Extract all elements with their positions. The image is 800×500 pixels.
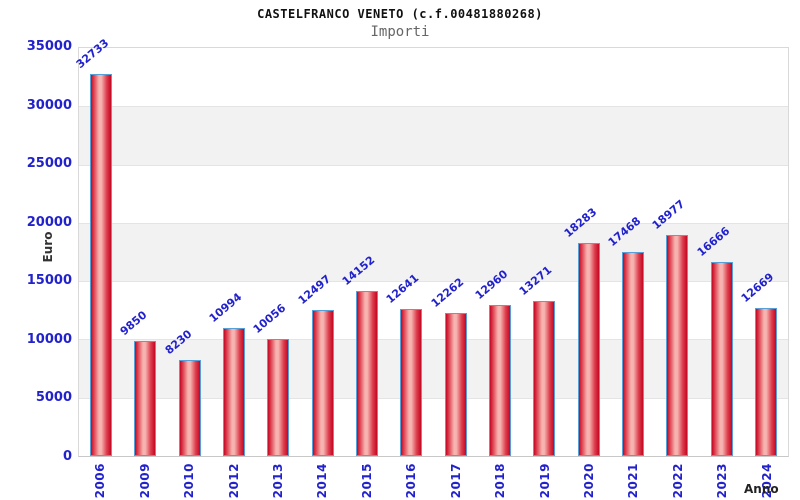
x-tick-label: 2010 [182, 463, 197, 499]
bar-value-label: 12960 [472, 267, 511, 302]
bar-2009: 9850 [118, 309, 157, 456]
x-tick-cell: 2019 [522, 458, 566, 500]
bar-group-2006: 32733 [74, 37, 123, 456]
bar-value-label: 32733 [73, 36, 112, 72]
bar-group-2013: 10056 [251, 48, 300, 456]
bar-value-label: 10056 [251, 301, 289, 336]
bar-value-label: 18283 [561, 205, 599, 240]
bar-value-label: 10994 [206, 290, 245, 325]
x-tick-label: 2023 [715, 463, 730, 499]
x-tick-label: 2020 [582, 463, 597, 499]
bar-value-label: 14152 [339, 253, 378, 289]
bar-group-2023: 16666 [694, 48, 743, 456]
x-tick-cell: 2016 [389, 458, 433, 500]
x-tick-cell: 2013 [256, 458, 300, 500]
bar-2016: 12641 [384, 271, 423, 456]
bar-value-label: 18977 [649, 197, 688, 232]
y-tick-label: 15000 [26, 273, 72, 289]
bar-group-2020: 18283 [561, 48, 610, 456]
x-tick-label: 2012 [226, 463, 241, 499]
chart-subtitle: Importi [370, 24, 430, 40]
bar-2019: 13271 [517, 264, 556, 456]
x-tick-label: 2015 [359, 463, 374, 499]
bar-value-label: 12262 [428, 275, 466, 311]
y-tick-label: 20000 [26, 214, 72, 230]
y-tick-label: 10000 [26, 331, 72, 347]
x-tick-label: 2014 [315, 463, 330, 499]
x-tick-cell: 2018 [478, 458, 522, 500]
bar-group-2021: 17468 [606, 48, 655, 456]
bar-group-2022: 18977 [650, 48, 699, 456]
x-tick-cell: 2015 [345, 458, 389, 500]
x-tick-label: 2019 [537, 463, 552, 499]
bar-group-2015: 14152 [340, 48, 389, 456]
y-tick-label: 0 [62, 449, 72, 464]
bar-2013: 10056 [251, 301, 290, 456]
x-tick-cell: 2020 [567, 458, 611, 500]
bar-group-2012: 10994 [207, 48, 256, 456]
bar-2024: 12669 [738, 271, 777, 456]
bar-2014: 12497 [295, 273, 334, 456]
x-tick-cell: 2021 [611, 458, 655, 500]
x-tick-label: 2017 [448, 463, 463, 499]
bar-group-2017: 12262 [428, 48, 478, 456]
y-tick-label: 25000 [26, 156, 72, 172]
x-tick-label: 2006 [93, 463, 108, 499]
x-tick-cell: 2006 [78, 458, 122, 500]
bar-2006: 32733 [74, 37, 113, 456]
y-tick-label: 5000 [35, 390, 72, 406]
bar-2010: 8230 [162, 327, 201, 456]
x-tick-cell: 2014 [300, 458, 344, 500]
bar-group-2010: 8230 [162, 48, 212, 456]
bar-2021: 17468 [606, 215, 644, 456]
bar-value-label: 16666 [694, 224, 732, 259]
bar-value-label: 9850 [118, 308, 150, 339]
y-axis-title: Euro [41, 231, 55, 263]
plot-area: 32733 9850 8230 10994 10056 12497 14152 12641 12… [74, 37, 789, 457]
bar-2017: 12262 [428, 275, 467, 456]
bar-2020: 18283 [561, 205, 600, 456]
bar-value-label: 13271 [516, 263, 555, 299]
x-tick-cell: 2009 [122, 458, 166, 500]
bar-2022: 18977 [650, 197, 689, 456]
grid-band [79, 164, 788, 223]
x-tick-label: 2022 [670, 463, 685, 499]
bar-2015: 14152 [340, 253, 379, 456]
bar-value-label: 12669 [738, 270, 777, 306]
bar-2023: 16666 [694, 224, 733, 456]
x-tick-cell: 2022 [656, 458, 700, 500]
grid-band [79, 281, 788, 339]
x-tick-cell: 2023 [700, 458, 744, 500]
bar-group-2024: 12669 [738, 48, 788, 456]
bar-group-2016: 12641 [384, 48, 433, 456]
x-tick-cell: 2017 [434, 458, 478, 500]
bar-value-label: 8230 [162, 327, 195, 358]
y-tick-label: 30000 [26, 97, 72, 113]
x-tick-label: 2021 [626, 463, 641, 499]
bar-2012: 10994 [207, 290, 246, 456]
bar-value-label: 12641 [383, 271, 422, 306]
bar-group-2009: 9850 [118, 48, 167, 456]
bar-group-2014: 12497 [295, 48, 345, 456]
bar-value-label: 12497 [295, 272, 334, 308]
bar-value-label: 17468 [605, 214, 644, 250]
x-tick-cell: 2010 [167, 458, 211, 500]
grid-band [79, 106, 788, 165]
bar-series: 32733 9850 8230 10994 10056 12497 14152 12641 12… [74, 37, 788, 456]
x-tick-cell: 2012 [211, 458, 255, 500]
chart-title: CASTELFRANCO VENETO (c.f.00481880268) [257, 7, 543, 21]
bar-2018: 12960 [473, 267, 511, 456]
x-axis-title: Anno [744, 482, 779, 496]
bar-group-2019: 13271 [517, 48, 566, 456]
x-axis-ticks: 2006 2009 2010 2012 2013 2014 2015 2016 2017 2018… [78, 458, 789, 500]
x-tick-label: 2009 [137, 463, 152, 499]
y-tick-label: 35000 [26, 39, 72, 54]
x-tick-label: 2016 [404, 463, 419, 499]
x-tick-label: 2018 [493, 463, 508, 499]
bar-group-2018: 12960 [473, 48, 522, 456]
grid-band [79, 397, 788, 456]
x-tick-label: 2013 [270, 463, 285, 499]
